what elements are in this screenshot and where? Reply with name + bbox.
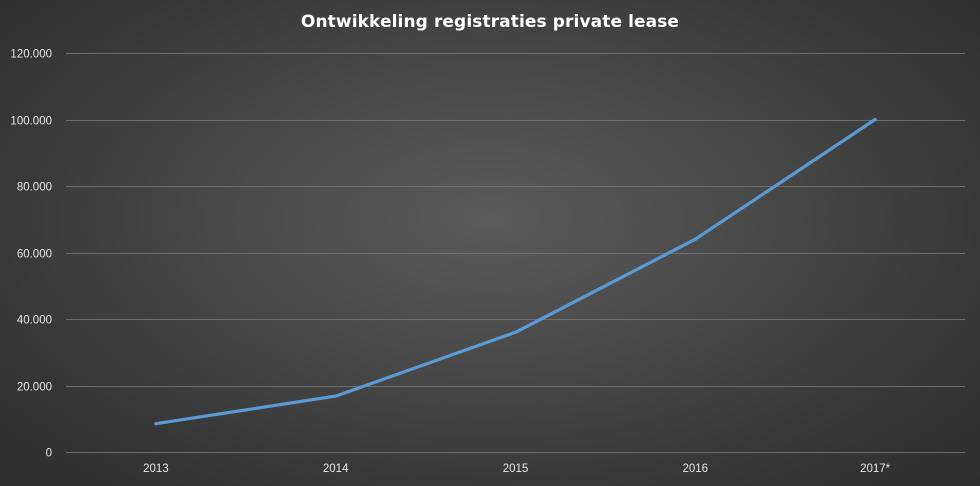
y-tick-label: 80.000 [17, 182, 52, 194]
y-axis-tick-labels: 0 20.000 40.000 60.000 80.000 100.000 120.000 [10, 49, 52, 460]
y-tick-label: 100.000 [10, 116, 52, 128]
series-layer [154, 117, 877, 426]
x-tick-label: 2016 [683, 463, 709, 475]
y-tick-label: 60.000 [17, 249, 52, 261]
x-axis-tick-labels: 2013 2014 2015 2016 2017* [143, 463, 891, 475]
chart-title: Ontwikkeling registraties private lease [300, 12, 680, 32]
data-point-2015 [513, 330, 518, 334]
y-tick-label: 0 [46, 448, 52, 460]
y-tick-label: 20.000 [17, 382, 52, 394]
data-point-2014 [334, 394, 338, 398]
series-line [154, 117, 877, 426]
gridlines [66, 53, 965, 453]
data-point-2016 [693, 237, 697, 241]
data-point-2013 [154, 422, 158, 426]
x-tick-label: 2013 [143, 463, 169, 475]
x-tick-label: 2014 [323, 463, 349, 475]
x-tick-label: 2017* [860, 463, 891, 475]
x-tick-label: 2015 [503, 463, 529, 475]
y-tick-label: 40.000 [17, 315, 52, 327]
y-tick-label: 120.000 [10, 49, 52, 61]
data-point-2017* [873, 117, 877, 122]
